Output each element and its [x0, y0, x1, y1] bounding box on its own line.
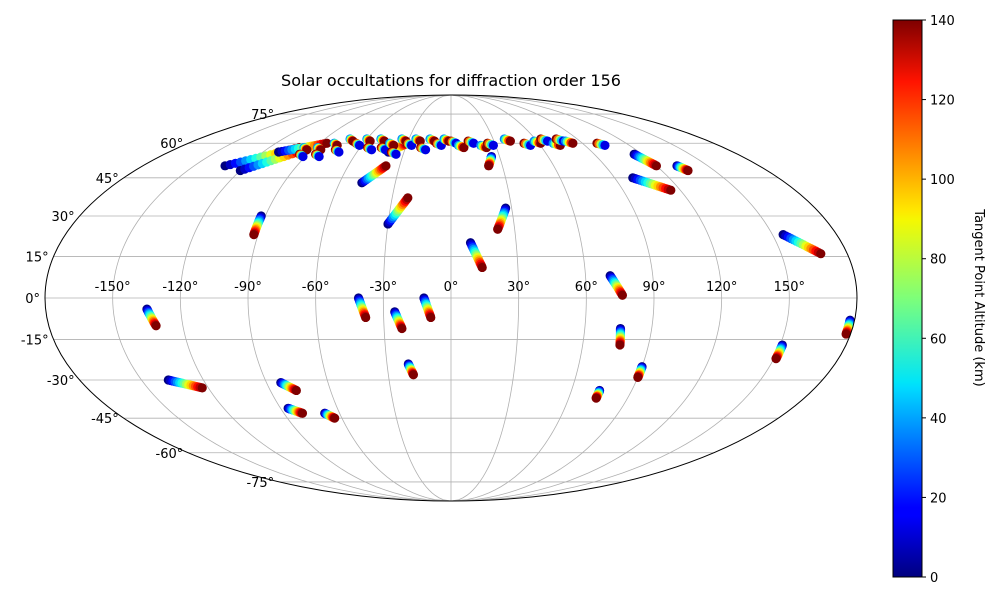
lat-tick-label: -15°	[21, 334, 49, 349]
map-boundary	[44, 94, 858, 502]
occultation-point	[397, 323, 407, 334]
occultation-point	[197, 383, 207, 393]
occultation-point	[633, 372, 643, 382]
occultation-point	[322, 138, 332, 148]
occultation-point	[683, 165, 693, 176]
occultation-point	[354, 140, 365, 150]
occultation-point	[298, 151, 308, 162]
lon-tick-label: 0°	[444, 280, 459, 295]
colorbar-tick-label: 120	[930, 94, 955, 109]
lat-tick-label: -45°	[91, 412, 119, 427]
longitude-tick-labels: -150° -120° -90° -60° -30° 0° 30° 60° 90° 120° 150…	[95, 280, 805, 295]
occultation-point	[477, 262, 487, 273]
lon-tick-label: -120°	[162, 280, 198, 295]
lon-tick-label: -30°	[369, 280, 397, 295]
colorbar-tick-label: 100	[930, 173, 955, 188]
occultation-point	[459, 142, 469, 153]
occultation-point	[591, 393, 601, 403]
occultation-point	[297, 408, 308, 418]
occultation-point	[771, 354, 781, 364]
lon-tick-label: -150°	[95, 280, 131, 295]
graticule-grid	[45, 95, 857, 501]
colorbar-tick-label: 140	[930, 14, 955, 29]
lat-tick-label: 15°	[26, 250, 49, 265]
lat-tick-label: 45°	[96, 172, 119, 187]
occultation-point	[505, 136, 515, 146]
lat-tick-label: -75°	[246, 476, 274, 491]
lat-tick-label: 0°	[25, 292, 40, 307]
occultation-point	[403, 193, 413, 203]
occultation-point	[151, 321, 161, 331]
lon-tick-label: 60°	[575, 280, 598, 295]
occultation-point	[291, 385, 301, 396]
occultation-point	[249, 230, 259, 240]
occultation-point	[426, 312, 436, 323]
occultation-point	[330, 413, 340, 423]
colorbar-ticks: 0 20 40 60 80 100 120 140	[922, 14, 955, 586]
occultation-point	[651, 161, 662, 171]
occultation-point	[469, 138, 479, 148]
lon-tick-label: -90°	[234, 280, 262, 295]
occultation-point	[361, 312, 371, 323]
occultation-point	[420, 145, 431, 155]
occultation-point	[568, 138, 578, 148]
colorbar-tick-label: 80	[930, 253, 947, 268]
occultation-point	[367, 145, 377, 155]
colorbar-label: Tangent Point Altitude (km)	[971, 208, 986, 386]
occultation-point	[666, 185, 676, 195]
colorbar	[892, 19, 923, 578]
occultation-point	[600, 140, 610, 150]
lat-tick-label: 30°	[52, 210, 75, 225]
occultation-point	[406, 140, 417, 150]
colorbar-tick-label: 20	[930, 491, 947, 506]
occultation-point	[615, 340, 625, 350]
occultation-point	[484, 161, 494, 171]
lon-tick-label: 150°	[774, 280, 805, 295]
lat-tick-label: 60°	[160, 137, 183, 152]
occultation-point	[391, 149, 401, 159]
chart-title: Solar occultations for diffraction order…	[281, 71, 621, 90]
occultation-point	[841, 329, 851, 339]
occultation-point	[816, 249, 826, 259]
lon-tick-label: 120°	[706, 280, 737, 295]
lat-tick-label: -60°	[156, 447, 184, 462]
lat-tick-label: -30°	[47, 374, 75, 389]
occultation-point	[493, 224, 503, 234]
occultation-point	[334, 147, 344, 157]
occultation-point	[381, 161, 391, 171]
lon-tick-label: -60°	[302, 280, 330, 295]
occultation-point	[488, 140, 498, 150]
occultation-point	[408, 370, 419, 380]
occultation-point	[617, 290, 628, 300]
colorbar-tick-label: 40	[930, 412, 947, 427]
lon-tick-label: 90°	[642, 280, 665, 295]
data-points	[142, 134, 855, 423]
occultation-point	[314, 151, 324, 162]
colorbar-tick-label: 60	[930, 332, 947, 347]
lat-tick-label: 75°	[251, 108, 274, 123]
latitude-tick-labels: 75° 60° 45° 30° 15° 0° -15° -30° -45° -60° -75°	[21, 108, 274, 491]
lon-tick-label: 30°	[507, 280, 530, 295]
colorbar-tick-label: 0	[930, 571, 938, 586]
